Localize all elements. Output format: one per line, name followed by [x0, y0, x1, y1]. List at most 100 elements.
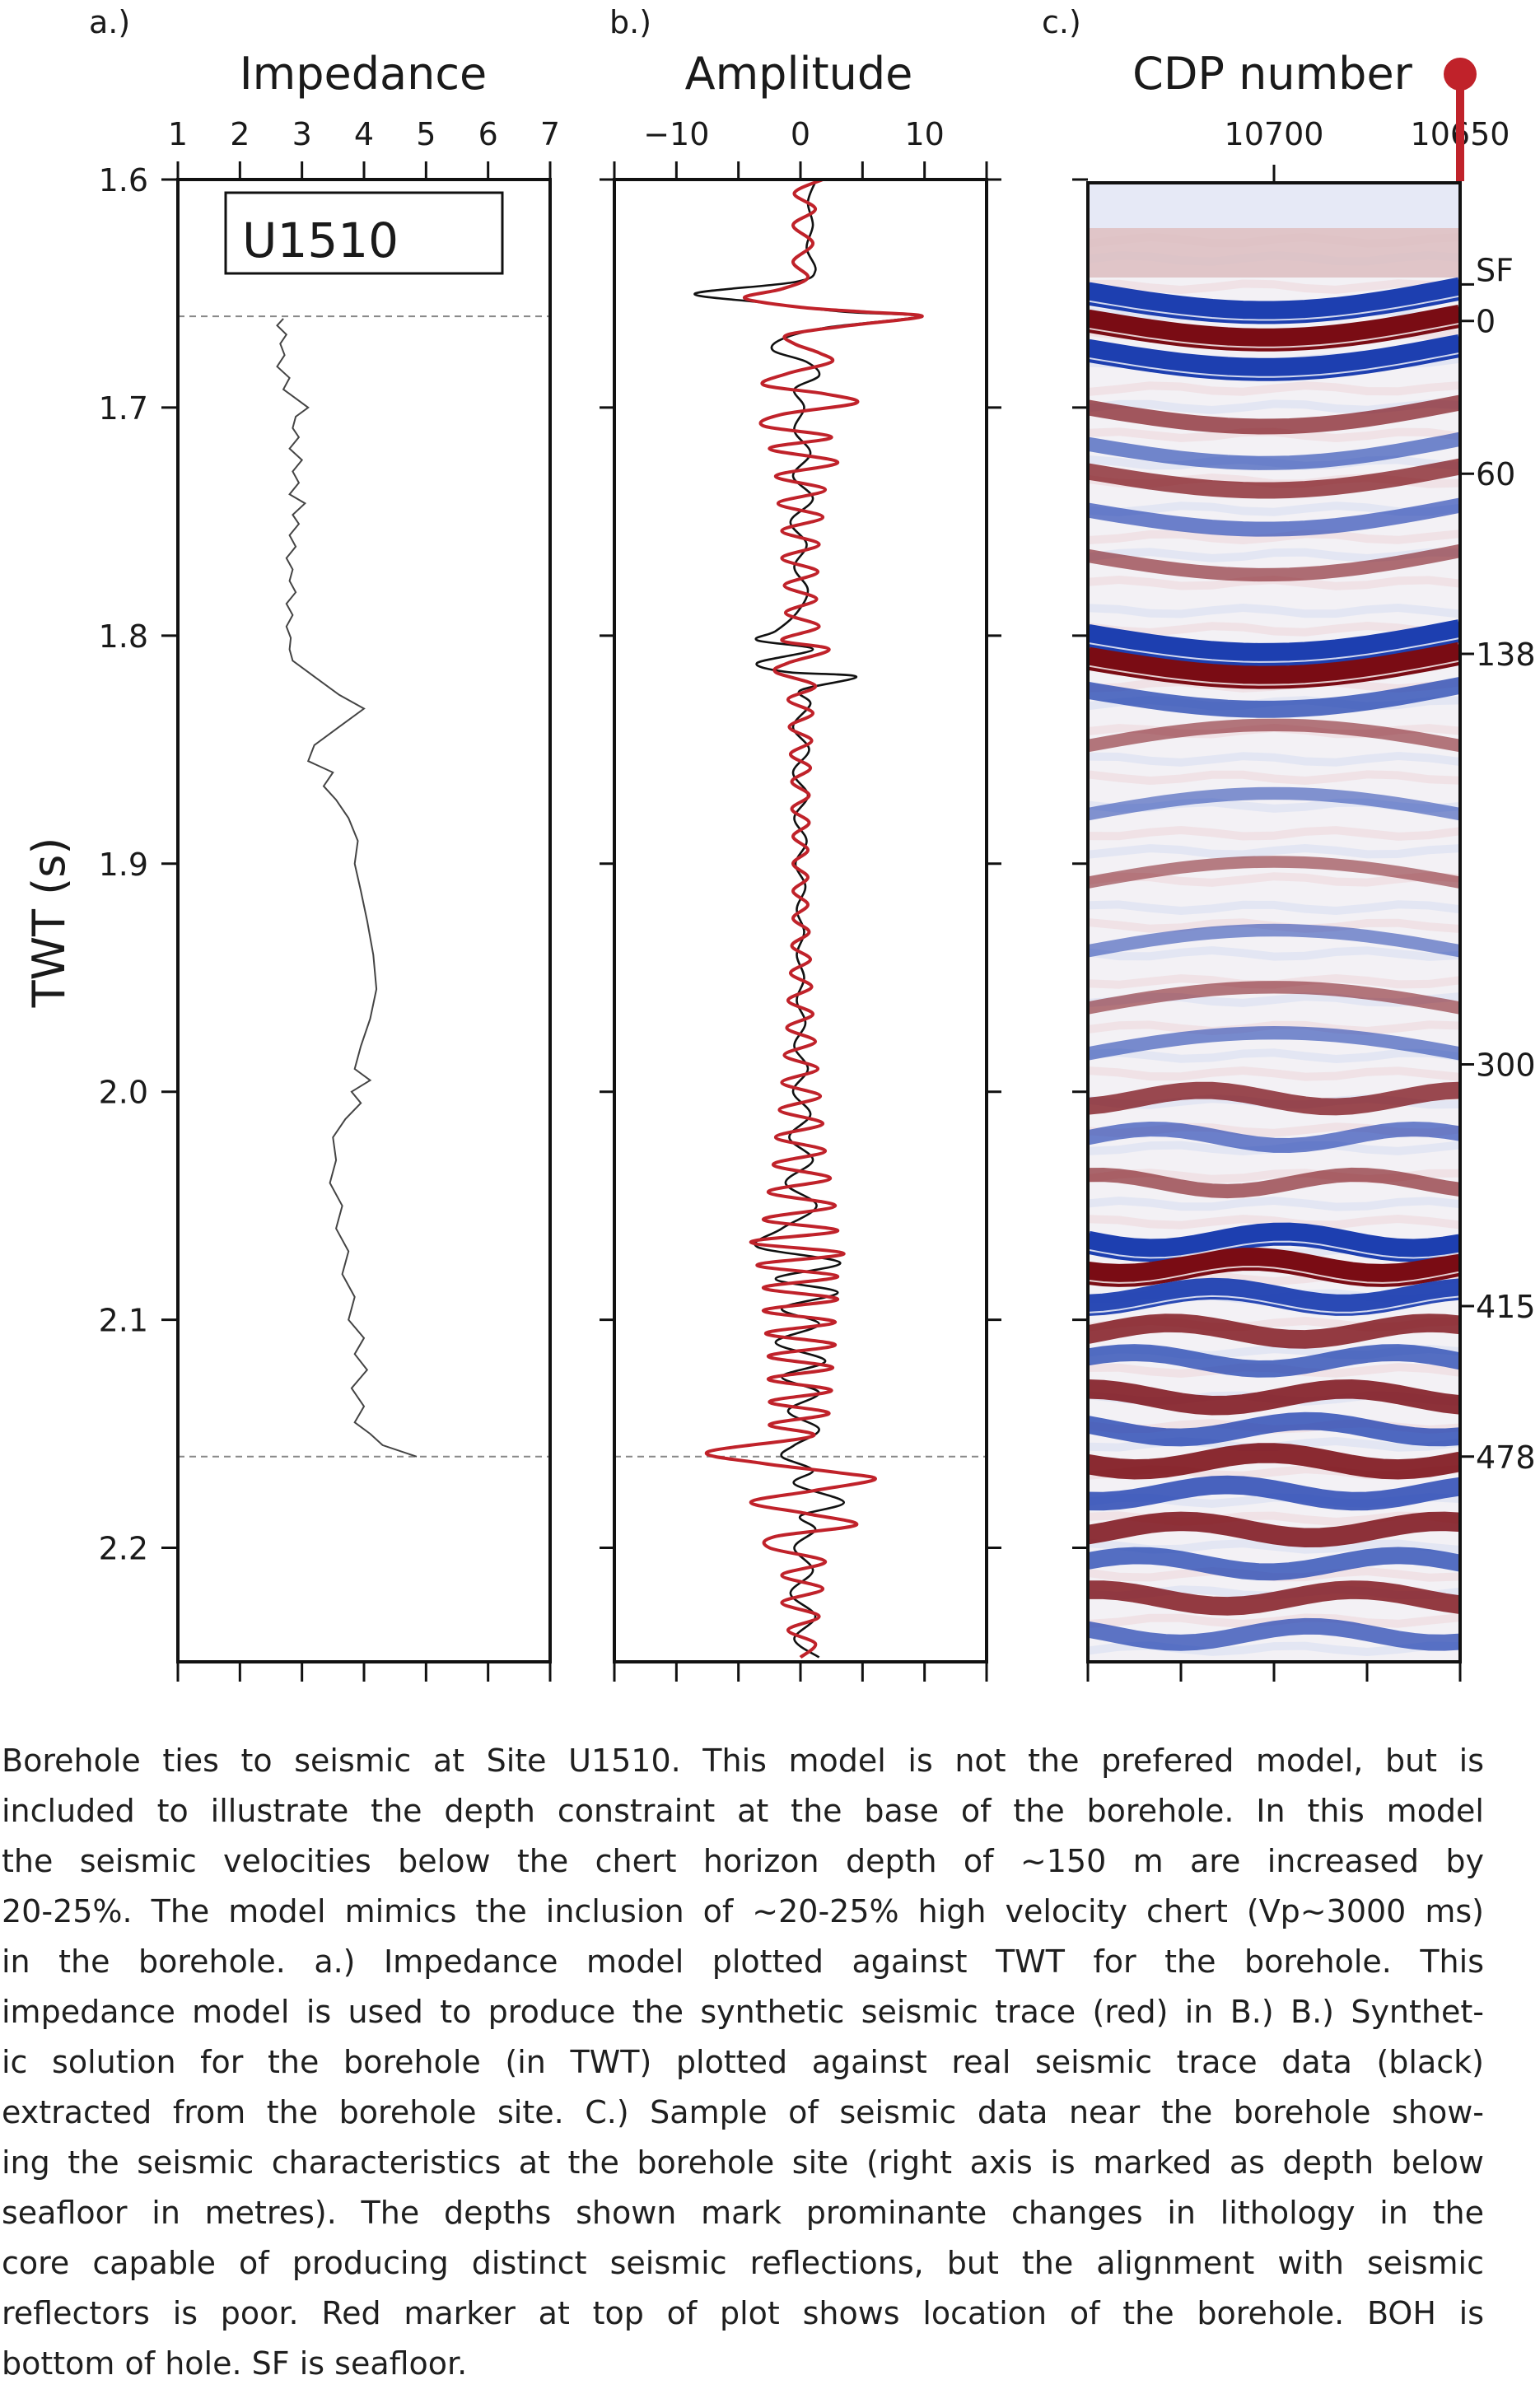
- reflector-band: [1088, 1580, 1460, 1616]
- amplitude-plot: [614, 180, 987, 1659]
- synthetic-trace-line: [704, 180, 924, 1659]
- reflector-band: [1088, 1475, 1460, 1511]
- depth-label: 0: [1476, 304, 1496, 340]
- x-tick-label-a: 6: [478, 116, 498, 152]
- depth-label: SF: [1476, 252, 1514, 288]
- x-tick-label-b: −10: [643, 116, 709, 152]
- axes: 1 2 3 4 5 6 7 1.6 1.7 1.8 1.9 2.0 2.1 2.2 −10 0 10 10700 1…: [99, 116, 1536, 1682]
- reflector-highlight: [1088, 1240, 1460, 1259]
- reflector-band: [1088, 1617, 1460, 1651]
- caption-line: Borehole ties to seismic at Site U1510. …: [2, 1743, 1484, 1779]
- reflector-band: [1088, 1248, 1460, 1287]
- borehole-marker-icon: [1444, 58, 1477, 91]
- seismic-noise-band: [1088, 751, 1460, 767]
- caption-line: included to illustrate the depth constra…: [2, 1793, 1484, 1829]
- reflector-band: [1088, 544, 1460, 582]
- x-tick-label-a: 3: [292, 116, 312, 152]
- seismic-noise-band: [1088, 945, 1460, 961]
- reflector-band: [1088, 1443, 1460, 1480]
- x-tick-label-a: 4: [354, 116, 374, 152]
- panel-b-title: Amplitude: [685, 48, 913, 100]
- reflector-band: [1088, 1344, 1460, 1378]
- x-tick-label-a: 7: [540, 116, 560, 152]
- caption-line: core capable of producing distinct seism…: [2, 2245, 1484, 2281]
- depth-label: 478: [1476, 1439, 1536, 1476]
- reflector-band: [1088, 1379, 1460, 1416]
- reflector-band: [1088, 981, 1460, 1015]
- figure-caption: Borehole ties to seismic at Site U1510. …: [2, 1736, 1484, 2389]
- depth-label: 415: [1476, 1289, 1536, 1325]
- seismic-noise-band: [1088, 1048, 1460, 1064]
- caption-line: the seismic velocities below the chert h…: [2, 1843, 1484, 1879]
- panel-c-title: CDP number: [1132, 48, 1413, 100]
- caption-line: impedance model is used to produce the s…: [2, 1994, 1484, 2030]
- caption-line: seafloor in metres). The depths shown ma…: [2, 2195, 1484, 2231]
- reflector-band: [1088, 718, 1460, 753]
- seismic-noise-band: [1088, 603, 1460, 618]
- seismic-noise-band: [1088, 770, 1460, 786]
- figure: a.) b.) c.) Impedance Amplitude CDP numb…: [23, 4, 1536, 1682]
- reflector-band: [1088, 1313, 1460, 1349]
- reflector-band: [1088, 923, 1460, 958]
- x-tick-label-b: 0: [791, 116, 810, 152]
- reflector-band: [1088, 458, 1460, 499]
- x-tick-label-a: 5: [416, 116, 436, 152]
- caption-line: in the borehole. a.) Impedance model plo…: [2, 1943, 1484, 1980]
- reflector-band: [1088, 677, 1460, 718]
- impedance-plot: [178, 315, 550, 1458]
- impedance-line: [276, 318, 418, 1458]
- x-tick-label-c: 10700: [1225, 116, 1324, 152]
- reflector-highlight: [1088, 295, 1460, 321]
- panel-a-frame: [176, 178, 552, 1663]
- depth-label: 300: [1476, 1047, 1536, 1083]
- y-tick-label: 2.0: [99, 1075, 148, 1111]
- reflector-band: [1088, 786, 1460, 821]
- caption-line: ic solution for the borehole (in TWT) pl…: [2, 2044, 1484, 2080]
- reflector-band: [1088, 334, 1460, 381]
- reflector-band: [1088, 497, 1460, 537]
- reflector-band: [1088, 1411, 1460, 1447]
- caption-line: ing the seismic characteristics at the b…: [2, 2144, 1484, 2181]
- x-tick-label-a: 2: [230, 116, 250, 152]
- reflector-band: [1088, 1222, 1460, 1262]
- reflector-band: [1088, 1277, 1460, 1316]
- y-tick-label: 2.2: [99, 1531, 148, 1567]
- site-label: U1510: [242, 212, 399, 268]
- reflector-band: [1088, 1511, 1460, 1548]
- caption-line: bottom of hole. SF is seafloor.: [2, 2345, 468, 2382]
- reflector-band: [1088, 1026, 1460, 1061]
- panel-b-letter: b.): [609, 4, 651, 40]
- reflector-band: [1088, 1167, 1460, 1199]
- reflector-band: [1088, 619, 1460, 666]
- seismic-noise-band: [1088, 1066, 1460, 1081]
- caption-line: 20-25%. The model mimics the inclusion o…: [2, 1893, 1484, 1929]
- seismic-noise-band: [1088, 1214, 1460, 1229]
- reflector-band: [1088, 394, 1460, 435]
- x-tick-label-b: 10: [904, 116, 944, 152]
- panel-a-letter: a.): [89, 4, 130, 40]
- caption-line: extracted from the borehole site. C.) Sa…: [2, 2094, 1484, 2130]
- reflector-band: [1088, 1547, 1460, 1581]
- seismic-noise-band: [1088, 1020, 1460, 1036]
- reflector-band: [1088, 856, 1460, 889]
- x-tick-label-a: 1: [168, 116, 188, 152]
- seismic-noise-band: [1088, 843, 1460, 859]
- y-tick-label: 1.6: [99, 162, 148, 198]
- seismic-noise-band: [1088, 381, 1460, 396]
- y-tick-label: 2.1: [99, 1303, 148, 1339]
- reflector-highlight: [1088, 660, 1460, 686]
- reflector-highlight: [1088, 1295, 1460, 1313]
- reflector-band: [1088, 432, 1460, 470]
- reflector-highlight: [1088, 322, 1460, 348]
- y-tick-label: 1.9: [99, 847, 148, 883]
- reflector-band: [1088, 277, 1460, 324]
- panel-c-letter: c.): [1042, 4, 1081, 40]
- shallow-noise: [1088, 228, 1460, 278]
- reflector-band: [1088, 1081, 1460, 1116]
- seismic-noise-band: [1088, 825, 1460, 841]
- y-tick-label: 1.7: [99, 390, 148, 427]
- depth-label: 138: [1476, 637, 1536, 673]
- y-axis-label: TWT (s): [23, 838, 75, 1009]
- seismic-section: [1088, 183, 1460, 1662]
- reflector-highlight: [1088, 1266, 1460, 1284]
